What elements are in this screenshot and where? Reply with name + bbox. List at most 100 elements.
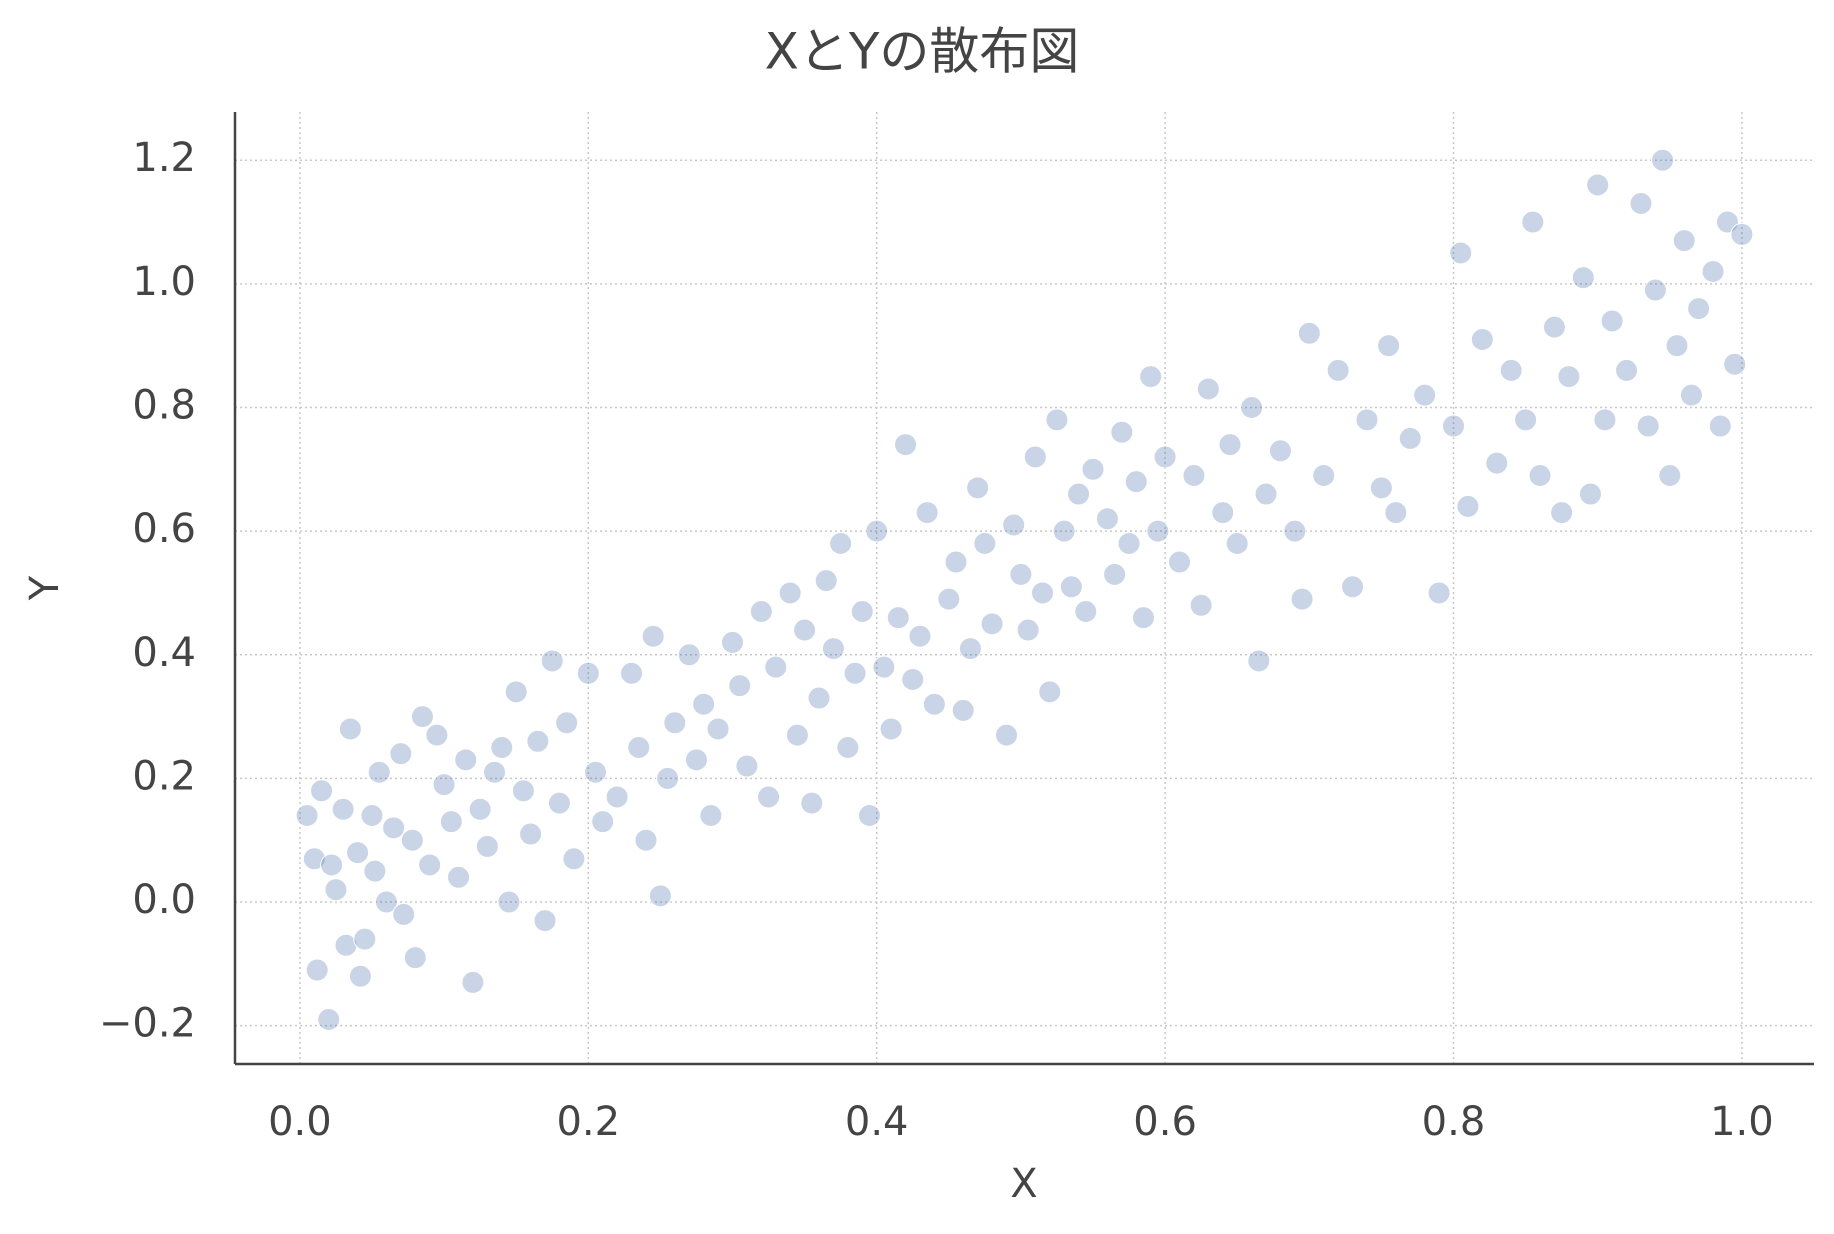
point — [1297, 321, 1321, 345]
point — [915, 501, 939, 525]
y-tick-label: 0.8 — [132, 382, 196, 428]
point — [1701, 259, 1725, 283]
point — [720, 630, 744, 654]
point — [533, 909, 557, 933]
point — [1326, 358, 1350, 382]
point — [348, 964, 372, 988]
point — [1074, 599, 1098, 623]
point — [1629, 191, 1653, 215]
point — [310, 779, 334, 803]
point — [334, 933, 358, 957]
point — [1023, 445, 1047, 469]
point — [1059, 575, 1083, 599]
point — [1687, 297, 1711, 321]
point — [1225, 531, 1249, 555]
point — [1441, 414, 1465, 438]
point — [1168, 550, 1192, 574]
point — [468, 797, 492, 821]
point — [338, 717, 362, 741]
point — [634, 828, 658, 852]
point — [1586, 173, 1610, 197]
point — [1355, 408, 1379, 432]
y-tick-label: 0.2 — [132, 753, 196, 799]
point — [389, 742, 413, 766]
point — [576, 661, 600, 685]
point — [454, 748, 478, 772]
point — [1016, 618, 1040, 642]
point — [1578, 482, 1602, 506]
point — [937, 587, 961, 611]
point — [1679, 383, 1703, 407]
point — [973, 531, 997, 555]
point — [439, 810, 463, 834]
point — [1038, 680, 1062, 704]
point — [692, 692, 716, 716]
point — [1485, 451, 1509, 475]
point — [994, 723, 1018, 747]
point — [901, 667, 925, 691]
point — [584, 760, 608, 784]
y-tick-label: 1.0 — [132, 259, 196, 305]
point — [418, 853, 442, 877]
point — [814, 569, 838, 593]
point — [1528, 463, 1552, 487]
point — [1600, 309, 1624, 333]
point — [872, 655, 896, 679]
point — [324, 878, 348, 902]
point — [648, 884, 672, 908]
point — [1283, 519, 1307, 543]
point — [879, 717, 903, 741]
point — [1095, 507, 1119, 531]
y-tick-label: 0.0 — [132, 877, 196, 923]
point — [620, 661, 644, 685]
point — [1218, 433, 1242, 457]
point — [346, 841, 370, 865]
point — [374, 890, 398, 914]
x-tick-label: 0.8 — [1422, 1099, 1486, 1145]
point — [1312, 463, 1336, 487]
point — [1124, 470, 1148, 494]
point — [1643, 278, 1667, 302]
point — [1708, 414, 1732, 438]
point — [980, 612, 1004, 636]
point — [1009, 562, 1033, 586]
point — [1499, 358, 1523, 382]
point — [865, 519, 889, 543]
point — [1377, 334, 1401, 358]
point — [894, 433, 918, 457]
point — [447, 865, 471, 889]
point — [295, 803, 319, 827]
point — [526, 729, 550, 753]
point — [1211, 501, 1235, 525]
y-tick-label: 0.4 — [132, 630, 196, 676]
point — [353, 927, 377, 951]
x-tick-label: 0.6 — [1133, 1099, 1197, 1145]
point — [1615, 358, 1639, 382]
y-tick-label: −0.2 — [99, 1001, 196, 1047]
point — [843, 661, 867, 685]
point — [1189, 593, 1213, 617]
point — [1456, 494, 1480, 518]
point — [425, 723, 449, 747]
point — [684, 748, 708, 772]
point — [1449, 241, 1473, 265]
point — [807, 686, 831, 710]
point — [706, 717, 730, 741]
point — [540, 649, 564, 673]
point — [728, 674, 752, 698]
point — [483, 760, 507, 784]
point — [1470, 327, 1494, 351]
point — [800, 791, 824, 815]
point — [1427, 581, 1451, 605]
point — [1398, 426, 1422, 450]
point — [1730, 222, 1754, 246]
point — [1103, 562, 1127, 586]
point — [1117, 531, 1141, 555]
point — [432, 773, 456, 797]
point — [951, 698, 975, 722]
point — [547, 791, 571, 815]
point — [497, 890, 521, 914]
point — [591, 810, 615, 834]
